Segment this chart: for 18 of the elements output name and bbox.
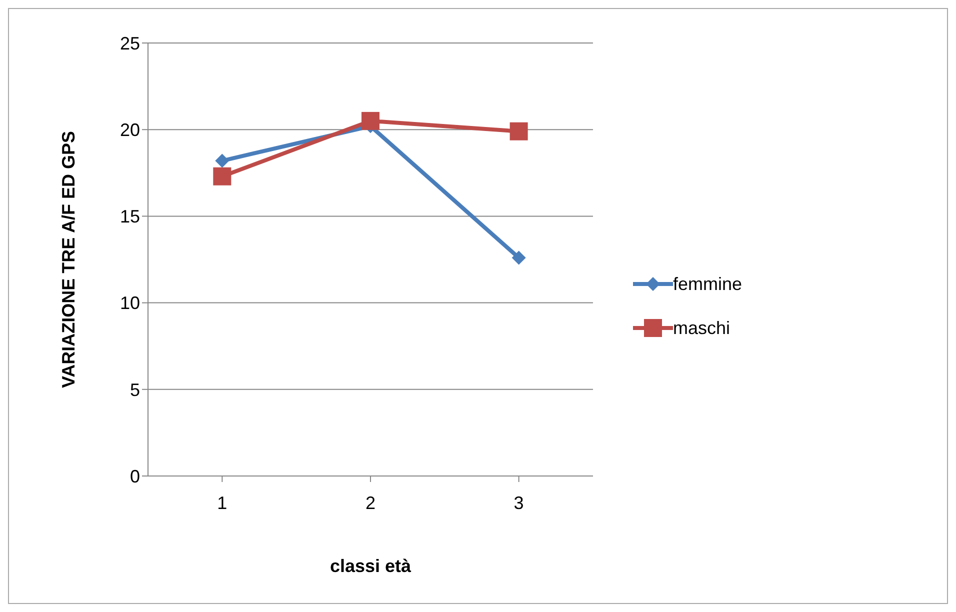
y-tick-label: 10 <box>120 293 140 314</box>
legend-label: femmine <box>672 274 742 294</box>
point <box>512 250 526 265</box>
y-tick-label: 20 <box>120 120 140 140</box>
y-axis-title: VARIAZIONE TRE A/F ED GPS <box>58 130 78 388</box>
point <box>361 112 380 130</box>
point <box>510 122 528 140</box>
y-tick-label: 25 <box>120 33 140 54</box>
legend-label: maschi <box>672 318 730 338</box>
y-tick-label: 15 <box>120 206 140 227</box>
x-axis-title: classi età <box>330 556 412 576</box>
x-tick-label: 3 <box>514 492 524 513</box>
point <box>213 167 232 186</box>
x-tick-label: 1 <box>217 492 228 513</box>
y-tick-label: 0 <box>130 466 140 486</box>
y-tick-label: 5 <box>130 380 140 400</box>
point <box>215 154 230 168</box>
x-tick-label: 2 <box>365 492 376 513</box>
